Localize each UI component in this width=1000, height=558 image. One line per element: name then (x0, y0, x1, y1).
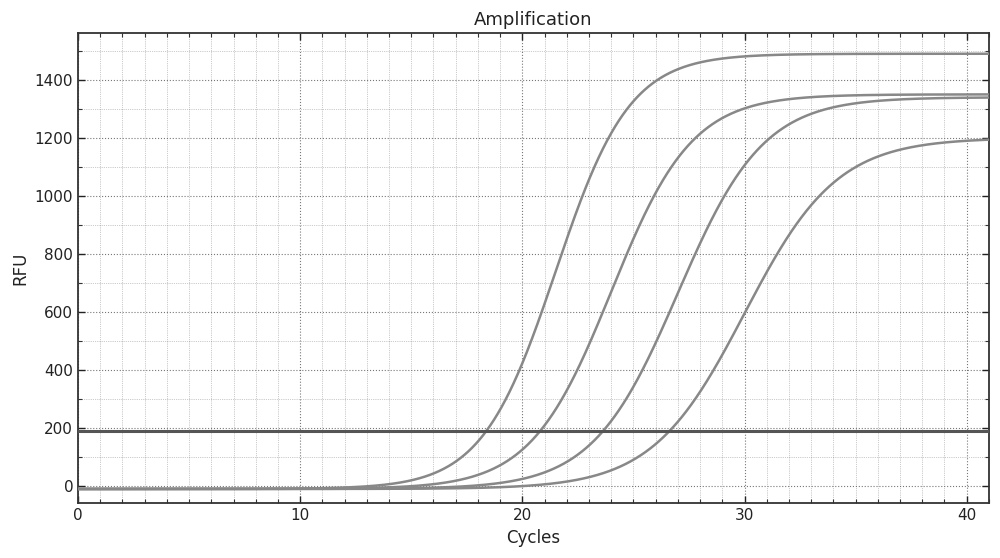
X-axis label: Cycles: Cycles (506, 529, 561, 547)
Y-axis label: RFU: RFU (11, 252, 29, 285)
Title: Amplification: Amplification (474, 11, 593, 29)
